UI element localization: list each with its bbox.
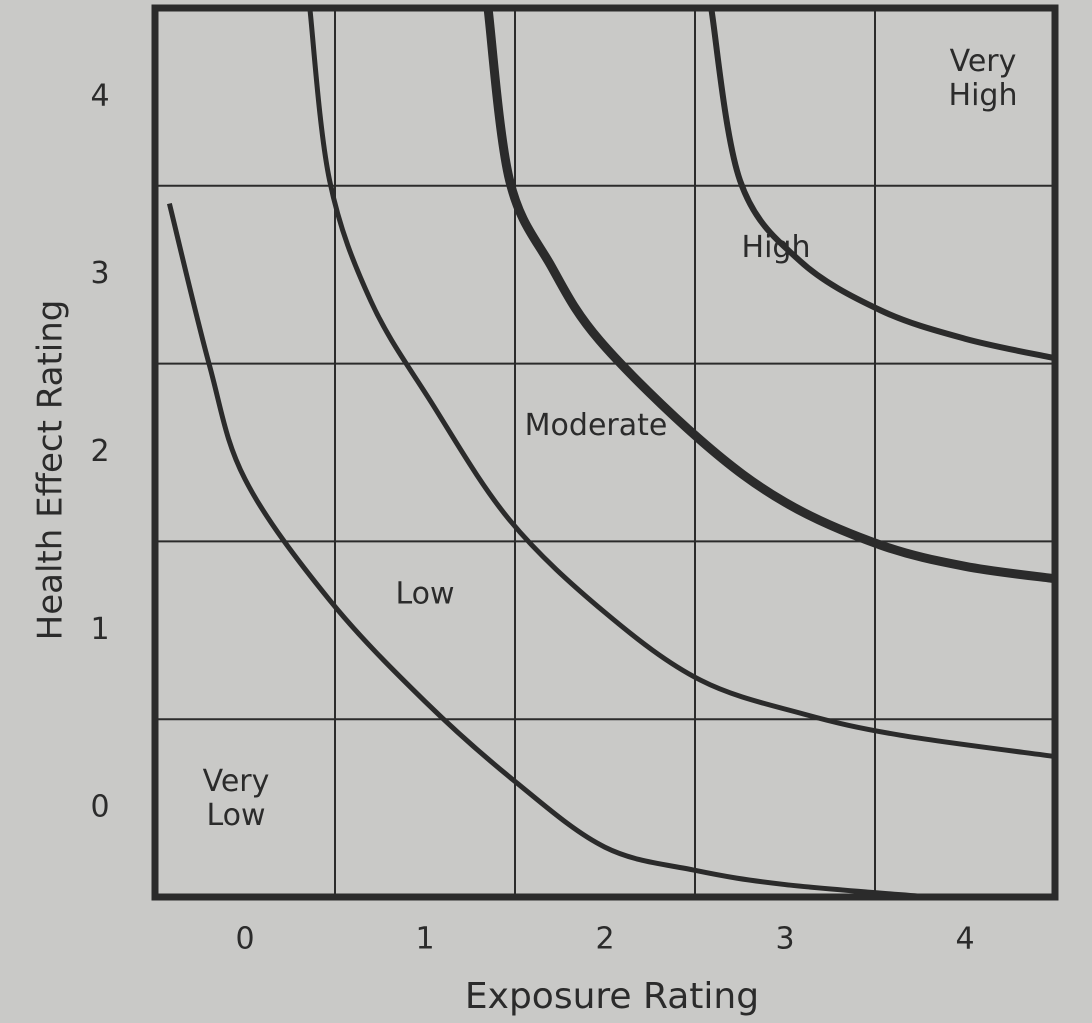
region-label: Low: [395, 576, 454, 611]
y-tick-label: 1: [90, 612, 109, 647]
boundary-curve: [307, 7, 1056, 760]
x-tick-label: 1: [415, 922, 434, 957]
region-label-line: Moderate: [525, 407, 668, 442]
region-label-line: High: [742, 230, 811, 265]
x-axis-title: Exposure Rating: [465, 976, 759, 1017]
y-axis-title: Health Effect Rating: [31, 300, 71, 641]
region-label: Moderate: [525, 407, 668, 442]
boundary-curve: [708, 7, 1056, 362]
y-tick-label: 3: [90, 256, 109, 291]
x-tick-label: 4: [955, 922, 974, 957]
region-label-line: Very: [950, 44, 1017, 79]
region-label: Very High: [949, 44, 1018, 113]
region-label: Very Low: [203, 764, 270, 833]
region-label-line: Low: [206, 798, 265, 833]
y-tick-label: 0: [90, 790, 109, 825]
region-label-line: Very: [203, 764, 270, 799]
x-tick-label: 3: [775, 922, 794, 957]
region-label-line: High: [949, 78, 1018, 113]
y-tick-label: 4: [90, 78, 109, 113]
region-label-line: Low: [395, 576, 454, 611]
x-tick-label: 0: [235, 922, 254, 957]
x-tick-label: 2: [595, 922, 614, 957]
region-label: High: [742, 230, 811, 265]
boundary-curve: [166, 202, 930, 900]
plot-frame: [151, 4, 1059, 901]
y-tick-label: 2: [90, 434, 109, 469]
boundary-curve: [483, 7, 1056, 584]
